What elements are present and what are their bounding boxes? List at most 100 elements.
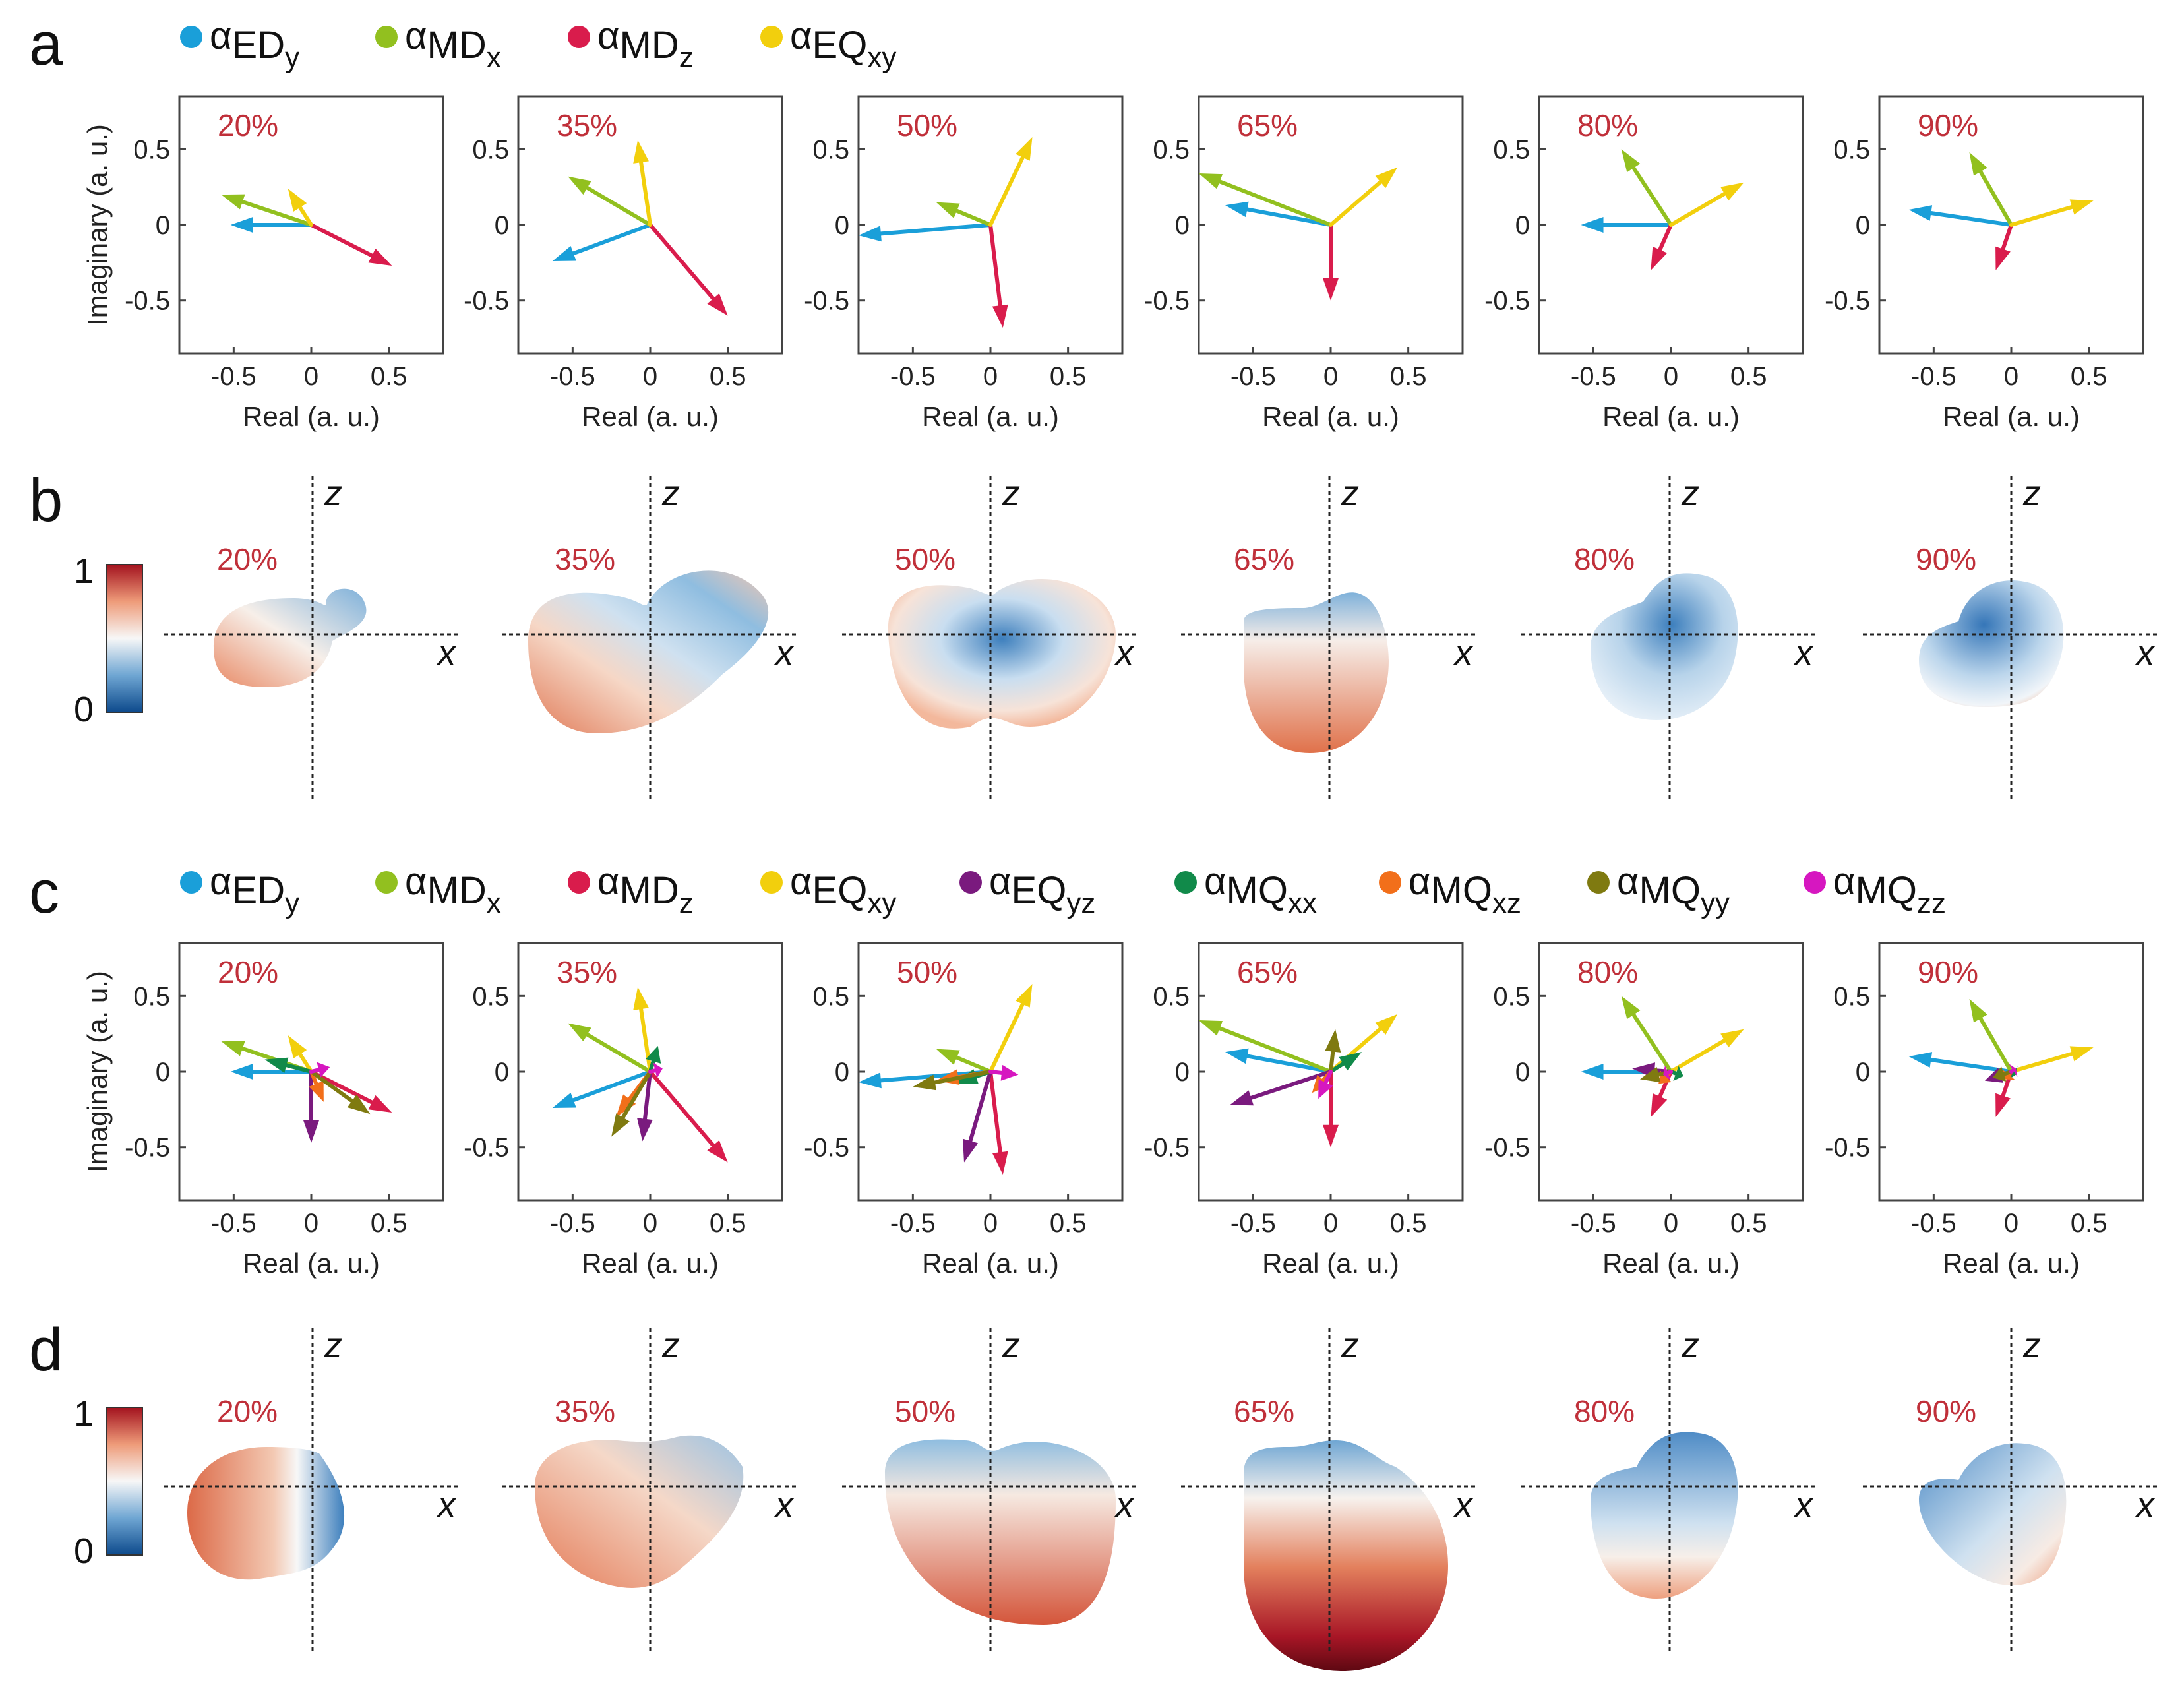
- x-tick-label: 0: [1664, 362, 1678, 391]
- phasor-subplot-35pct: -0.5 0 0.5 0.5 0 -0.5 Real (a. u.) 35%: [464, 942, 783, 1279]
- y-tick-label: 0.5: [1153, 982, 1190, 1011]
- pattern-subplot-50pct: z x 50%: [842, 474, 1139, 803]
- radiation-lobe: [1919, 580, 2064, 707]
- legend-item-mq-yy: αMQyy: [1587, 860, 1730, 919]
- phasor-arrow-mqzz: [1318, 1070, 1333, 1099]
- legend-c: αEDy αMDx αMDz αEQxy αEQyz αMQxx αMQxz αMQyy αMQ…: [180, 860, 1946, 919]
- legend-item-md-x: αMDx: [375, 860, 501, 919]
- phasor-arrow-mdz: [648, 223, 728, 316]
- x-axis-label: x: [1793, 633, 1814, 673]
- x-tick-label: 0.5: [371, 362, 408, 391]
- legend-marker: [1587, 871, 1610, 894]
- x-tick-label: 0.5: [371, 1209, 408, 1238]
- y-tick-label: 0.5: [1493, 135, 1530, 164]
- x-tick-label: -0.5: [211, 362, 257, 391]
- phasor-arrow-mdz: [988, 223, 1008, 328]
- x-axis-label: x: [1114, 1485, 1135, 1525]
- x-tick-label: -0.5: [1230, 362, 1276, 391]
- y-tick-label: -0.5: [1825, 1134, 1870, 1163]
- y-tick-label: -0.5: [1144, 1134, 1190, 1163]
- legend-item-md-x: αMDx: [375, 15, 501, 74]
- x-axis-label: Real (a. u.): [922, 1248, 1059, 1279]
- x-axis-label: Real (a. u.): [1262, 401, 1399, 432]
- phasor-arrow-eqxy: [1669, 182, 1744, 227]
- y-tick-label: -0.5: [125, 1134, 170, 1163]
- percent-label: 80%: [1577, 955, 1638, 989]
- x-tick-label: 0: [1323, 362, 1338, 391]
- phasor-arrow-edy: [230, 217, 313, 233]
- y-tick-label: 0: [156, 1058, 170, 1087]
- x-tick-label: 0.5: [1730, 362, 1767, 391]
- panel-label-d: d: [29, 1316, 63, 1384]
- phasor-arrow-mdx: [936, 1049, 992, 1074]
- percent-label: 80%: [1574, 1394, 1635, 1428]
- phasor-subplot-65pct: -0.5 0 0.5 0.5 0 -0.5 Real (a. u.) 65%: [1144, 95, 1464, 432]
- y-tick-label: 0.5: [1493, 982, 1530, 1011]
- x-tick-label: 0: [1664, 1209, 1678, 1238]
- phasor-arrow-eqyz: [303, 1070, 319, 1143]
- colorbar-b: 1 0: [74, 551, 143, 729]
- y-tick-label: 0.5: [472, 982, 509, 1011]
- legend-label: αEQxy: [790, 860, 896, 919]
- percent-label: 80%: [1574, 542, 1635, 576]
- legend-marker: [959, 871, 982, 894]
- x-axis-label: x: [436, 633, 457, 673]
- percent-label: 80%: [1577, 108, 1638, 142]
- z-axis-label: z: [324, 1326, 342, 1365]
- z-axis-label: z: [661, 1326, 680, 1365]
- legend-label: αMDz: [597, 15, 694, 74]
- x-tick-label: 0: [304, 1209, 318, 1238]
- phasor-arrow-eqxy: [633, 140, 652, 227]
- x-tick-label: -0.5: [1571, 1209, 1616, 1238]
- x-tick-label: -0.5: [1911, 1209, 1957, 1238]
- percent-label: 20%: [217, 1394, 278, 1428]
- legend-item-ed-y: αEDy: [180, 860, 299, 919]
- legend-item-eq-xy: αEQxy: [760, 860, 896, 919]
- legend-marker: [180, 871, 202, 894]
- x-axis-label: x: [436, 1485, 457, 1525]
- legend-item-mq-xx: αMQxx: [1174, 860, 1317, 919]
- phasor-subplot-20pct: -0.5 0 0.5 0.5 0 -0.5 Real (a. u.) Imaginary (a…: [82, 942, 444, 1279]
- z-axis-label: z: [2022, 1326, 2041, 1365]
- y-axis-label: Imaginary (a. u.): [82, 124, 113, 326]
- x-axis-label: Real (a. u.): [922, 401, 1059, 432]
- x-tick-label: 0.5: [710, 362, 746, 391]
- phasor-arrow-eqxy: [2009, 199, 2094, 227]
- percent-label: 90%: [1916, 542, 1976, 576]
- phasor-arrow-eqyz: [637, 1070, 653, 1142]
- y-tick-label: 0: [835, 211, 849, 240]
- pattern-subplot-90pct: z x 90%: [1863, 1326, 2160, 1655]
- radiation-lobe: [888, 578, 1116, 729]
- phasor-arrow-mdz: [1651, 223, 1673, 270]
- radiation-lobe: [1244, 592, 1389, 753]
- x-axis-label: Real (a. u.): [243, 401, 380, 432]
- x-tick-label: -0.5: [890, 1209, 936, 1238]
- colorbar-b-min: 0: [74, 690, 94, 729]
- pattern-subplot-90pct: z x 90%: [1863, 474, 2160, 803]
- z-axis-label: z: [1341, 474, 1359, 513]
- legend-label: αMQxz: [1409, 860, 1521, 919]
- percent-label: 50%: [895, 1394, 956, 1428]
- y-tick-label: 0: [1856, 1058, 1870, 1087]
- percent-label: 35%: [555, 1394, 615, 1428]
- percent-label: 65%: [1234, 542, 1294, 576]
- phasor-arrow-edy: [1908, 1052, 2013, 1074]
- x-axis-label: x: [774, 633, 795, 673]
- x-tick-label: 0.5: [1050, 1209, 1087, 1238]
- x-tick-label: 0: [983, 362, 998, 391]
- z-axis-label: z: [1681, 474, 1699, 513]
- colorbar-d-max: 1: [74, 1394, 94, 1434]
- legend-marker: [760, 871, 783, 894]
- phasor-arrow-mdx: [1969, 152, 2013, 227]
- phasor-arrow-eqxy: [1669, 1029, 1744, 1074]
- radiation-lobe: [1591, 1432, 1738, 1599]
- panel-label-c: c: [29, 859, 59, 926]
- legend-label: αEQxy: [790, 15, 896, 74]
- panel-label-b: b: [29, 467, 63, 534]
- percent-label: 20%: [218, 108, 278, 142]
- pattern-subplot-65pct: z x 65%: [1181, 474, 1478, 803]
- percent-label: 90%: [1916, 1394, 1976, 1428]
- phasor-arrow-eqxy: [633, 987, 652, 1074]
- phasor-arrow-edy: [230, 1064, 313, 1080]
- y-tick-label: -0.5: [1825, 287, 1870, 316]
